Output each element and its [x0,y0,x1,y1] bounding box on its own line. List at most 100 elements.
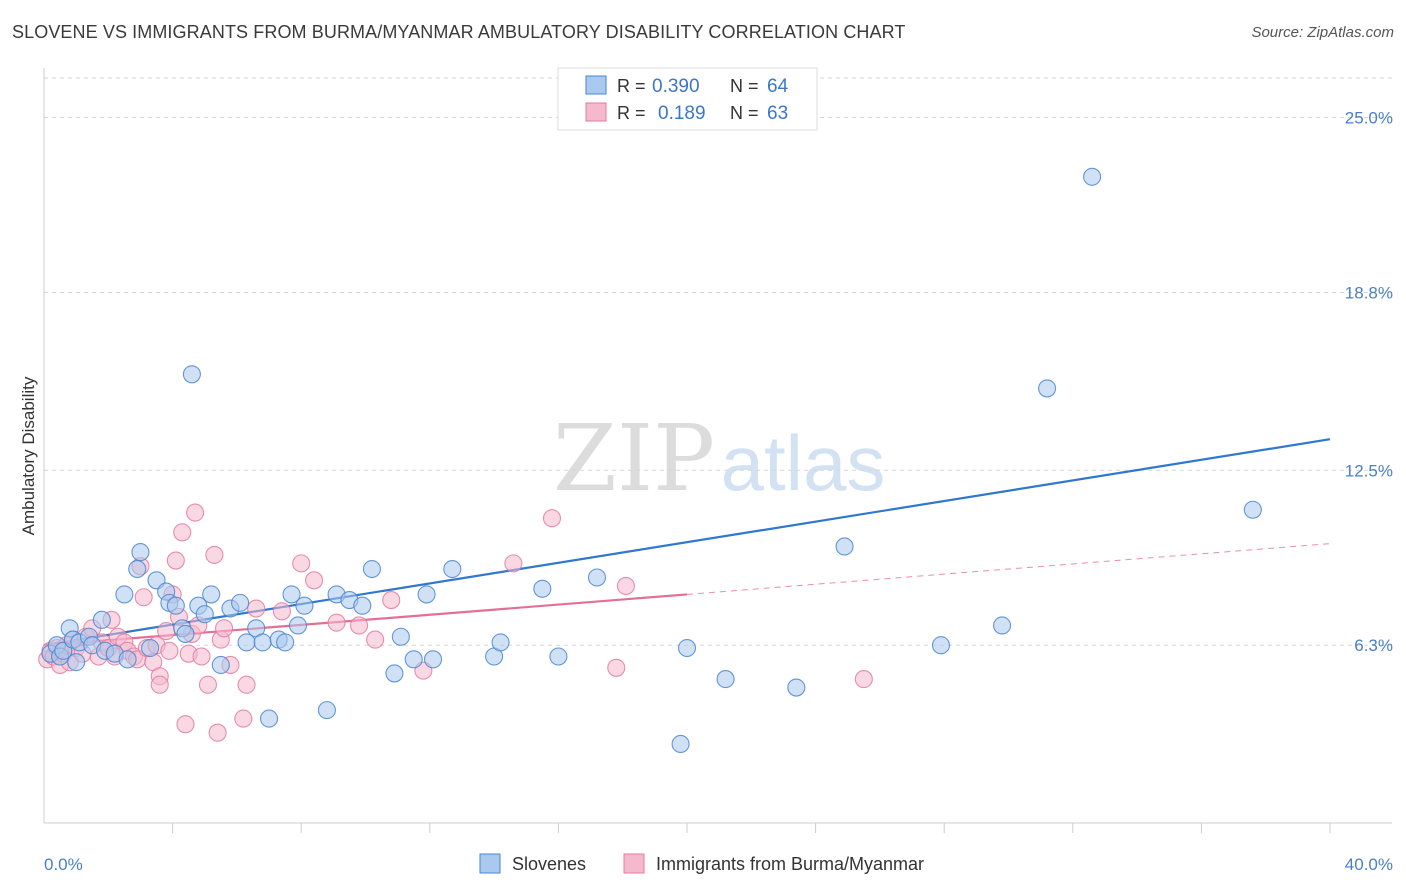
point-slovenes-24 [182,365,201,384]
point-slovenes-56 [671,734,690,754]
point-slovenes-45 [385,664,404,683]
bottom-legend-label-burma: Immigrants from Burma/Myanmar [656,854,924,874]
tick-labels: 6.3% 12.5% 18.8% 25.0% 0.0% 40.0% [44,109,1393,874]
point-slovenes-54 [549,647,568,666]
bottom-legend-label-slovenes: Slovenes [512,854,586,874]
point-slovenes-46 [391,627,410,646]
point-slovenes-65 [1243,500,1262,519]
point-burma-59 [504,554,523,573]
point-slovenes-52 [491,633,510,652]
y-axis-label: Ambulatory Disability [19,376,38,535]
legend-r-value-2: 0.189 [658,103,706,124]
point-slovenes-17 [141,638,160,658]
point-slovenes-58 [716,670,735,689]
point-slovenes-50 [443,559,462,579]
legend-swatch-burma [585,102,607,122]
point-slovenes-63 [1038,379,1057,398]
point-burma-44 [208,723,227,742]
point-burma-41 [192,647,211,666]
legend-n-value-1: 64 [767,76,789,97]
source-credit: Source: ZipAtlas.com [1251,24,1394,41]
data-points [38,167,1262,754]
point-slovenes-14 [118,650,137,669]
point-slovenes-15 [128,559,147,579]
point-burma-48 [234,709,253,728]
point-slovenes-6 [67,653,86,672]
point-slovenes-43 [353,596,372,615]
point-slovenes-30 [231,593,250,612]
point-burma-54 [327,613,346,632]
point-slovenes-10 [92,610,111,629]
point-slovenes-57 [677,638,697,658]
point-slovenes-44 [362,559,381,579]
point-burma-49 [237,675,256,694]
point-slovenes-47 [404,650,423,669]
point-slovenes-48 [417,585,436,604]
x-tick-label-1: 40.0% [1345,855,1393,874]
point-burma-52 [292,554,311,573]
point-slovenes-60 [835,537,854,556]
point-burma-35 [173,523,192,542]
point-burma-63 [854,670,873,689]
point-slovenes-61 [931,636,951,655]
point-slovenes-53 [533,579,552,598]
point-burma-55 [350,616,369,635]
legend-n-value-2: 63 [767,103,788,124]
point-burma-24 [134,588,153,607]
grid-lines [44,77,1392,646]
chart-title: SLOVENE VS IMMIGRANTS FROM BURMA/MYANMAR… [12,22,906,42]
point-burma-33 [166,551,185,570]
point-slovenes-37 [282,585,301,604]
point-burma-57 [382,591,401,610]
point-burma-50 [247,599,266,618]
point-burma-56 [366,630,385,649]
point-burma-36 [176,715,195,734]
point-slovenes-40 [317,701,336,720]
point-burma-42 [198,675,218,694]
y-tick-label-3: 25.0% [1345,109,1393,128]
y-tick-label-1: 12.5% [1345,461,1393,480]
point-slovenes-55 [587,568,607,587]
legend-r-label-2: R = [617,103,646,123]
point-burma-61 [607,658,626,677]
point-burma-29 [150,675,169,694]
y-tick-label-2: 18.8% [1345,283,1393,302]
watermark-atlas: atlas [721,419,886,507]
point-slovenes-38 [288,616,308,635]
point-slovenes-33 [253,633,272,652]
point-slovenes-59 [787,678,806,697]
point-slovenes-13 [115,585,134,604]
legend-n-label-1: N = [730,76,759,96]
watermark-zip: ZIP [553,405,715,512]
point-slovenes-49 [423,650,443,669]
point-slovenes-64 [1083,167,1102,186]
point-burma-51 [272,602,291,621]
point-slovenes-39 [295,596,314,615]
bottom-legend: Slovenes Immigrants from Burma/Myanmar [479,853,924,874]
legend: R = 0.390 N = 64 R = 0.189 N = 63 [557,67,818,131]
point-slovenes-62 [993,616,1012,635]
point-burma-31 [160,641,179,660]
point-burma-30 [157,622,176,641]
point-burma-46 [214,619,234,638]
point-slovenes-36 [276,633,295,652]
point-burma-62 [616,576,635,596]
point-slovenes-26 [195,605,214,624]
point-slovenes-23 [176,624,195,643]
bottom-legend-swatch-burma [623,853,645,874]
point-slovenes-16 [131,543,150,562]
watermark: ZIP atlas [553,405,885,512]
legend-swatch-slovenes [585,75,607,95]
axes [43,68,1392,833]
point-burma-60 [542,509,562,528]
bottom-legend-swatch-slovenes [479,853,501,874]
legend-r-value-1: 0.390 [652,76,700,97]
point-burma-43 [205,545,224,564]
trend-line-burma-extrapolated [686,543,1331,595]
point-slovenes-28 [211,655,230,675]
point-slovenes-27 [202,585,221,604]
x-tick-label-0: 0.0% [44,855,83,874]
point-burma-39 [186,503,205,522]
legend-n-label-2: N = [730,103,759,123]
